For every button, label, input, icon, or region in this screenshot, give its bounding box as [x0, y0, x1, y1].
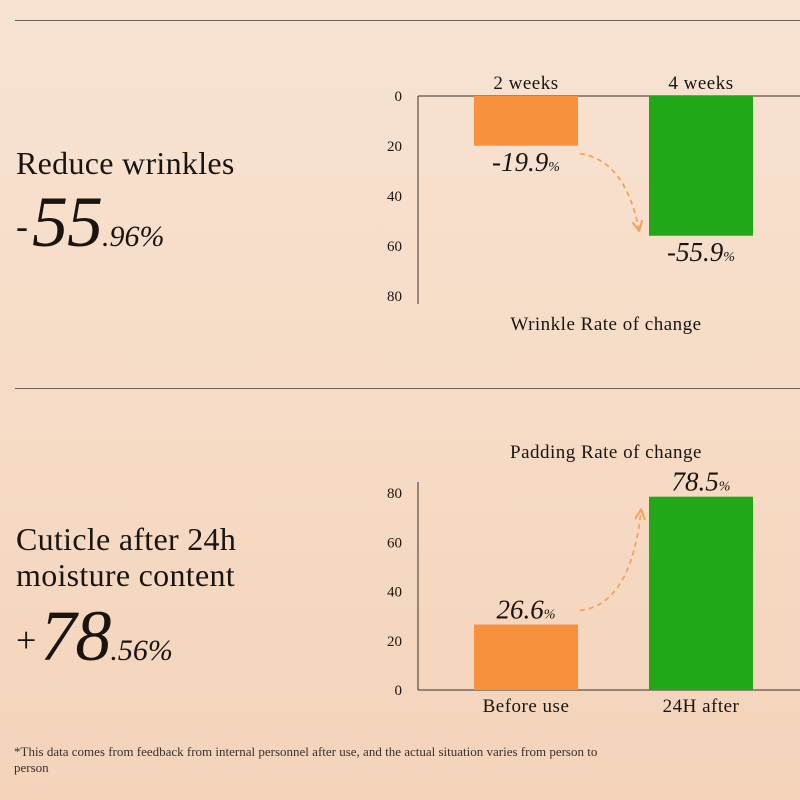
wrinkle-stat-decimal: .96%: [102, 220, 165, 253]
wrinkle-stat: -55.96%: [16, 186, 165, 258]
wrinkle-category-label: 4 weeks: [668, 73, 733, 94]
wrinkle-stat-integer: 55: [32, 182, 103, 262]
wrinkle-y-tick: 80: [387, 289, 402, 305]
wrinkle-headline: Reduce wrinkles: [16, 145, 235, 181]
moisture-trend-arrow: [579, 511, 641, 612]
moisture-y-tick: 80: [387, 486, 402, 502]
top-divider: [15, 20, 800, 21]
moisture-headline-line1: Cuticle after 24h: [16, 521, 237, 557]
moisture-headline-line2: moisture content: [16, 557, 235, 593]
footnote: *This data comes from feedback from inte…: [14, 744, 598, 775]
wrinkle-stat-sign: -: [16, 206, 28, 246]
moisture-data-label: 26.6%: [497, 594, 556, 624]
wrinkle-bar: [474, 96, 578, 146]
moisture-bar: [474, 624, 578, 690]
moisture-bar: [649, 496, 753, 690]
wrinkle-y-tick: 60: [387, 239, 402, 255]
middle-divider: [15, 388, 800, 389]
moisture-category-label: 24H after: [663, 696, 740, 717]
moisture-y-tick: 60: [387, 535, 402, 551]
moisture-y-tick: 20: [387, 634, 402, 650]
wrinkle-data-label: -19.9%: [492, 147, 560, 177]
moisture-stat-integer: 78: [40, 596, 111, 676]
wrinkle-bar: [649, 96, 753, 236]
wrinkle-category-label: 2 weeks: [493, 73, 558, 94]
wrinkle-data-label: -55.9%: [667, 237, 735, 267]
moisture-y-tick: 0: [395, 683, 403, 699]
moisture-category-label: Before use: [483, 696, 570, 717]
wrinkle-chart-axis-title: Wrinkle Rate of change: [510, 314, 701, 335]
moisture-y-tick: 40: [387, 585, 402, 601]
moisture-stat-decimal: .56%: [110, 634, 173, 667]
moisture-chart-title: Padding Rate of change: [510, 442, 702, 463]
wrinkle-y-tick: 40: [387, 189, 402, 205]
moisture-data-label: 78.5%: [672, 467, 731, 497]
wrinkle-trend-arrow: [579, 152, 639, 230]
wrinkle-y-tick: 0: [395, 89, 403, 105]
moisture-stat-sign: +: [16, 620, 37, 660]
wrinkle-y-tick: 20: [387, 139, 402, 155]
moisture-stat: +78.56%: [16, 600, 173, 672]
